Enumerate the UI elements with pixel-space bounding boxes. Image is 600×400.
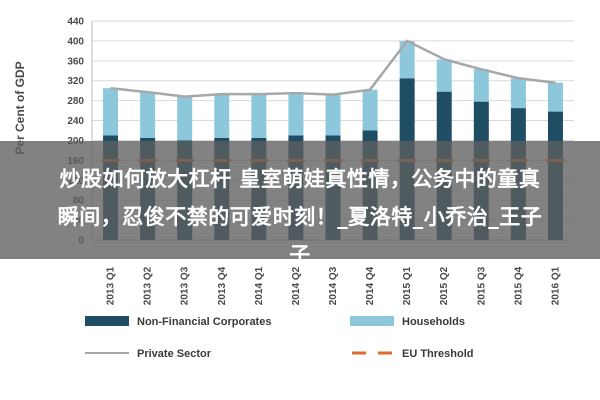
legend: Non-Financial Corporates Households Privat… (85, 316, 474, 360)
x-tick-label: 2013 Q3 (180, 266, 191, 305)
bar-households (473, 69, 489, 102)
x-tick-label: 2015 Q4 (513, 266, 524, 305)
caption-overlay (0, 141, 600, 259)
legend-swatch-corporates (85, 316, 129, 326)
x-tick-label: 2014 Q2 (291, 266, 302, 305)
bar-households (399, 40, 415, 79)
bar-households (547, 82, 563, 112)
legend-label: Non-Financial Corporates (137, 316, 271, 328)
bar-households (325, 94, 341, 136)
bar-households (140, 92, 156, 138)
caption-line-1: 炒股如何放大杠杆 皇室萌娃真性情，公务中的童真 (59, 167, 541, 191)
x-tick-label: 2013 Q1 (106, 266, 117, 305)
x-tick-label: 2013 Q4 (217, 266, 228, 305)
legend-label: Private Sector (137, 348, 212, 360)
legend-swatch-households (350, 316, 394, 326)
y-tick-label: 360 (67, 56, 84, 67)
bar-households (510, 78, 526, 109)
y-tick-label: 280 (67, 96, 84, 107)
x-tick-label: 2014 Q1 (254, 266, 265, 305)
y-tick-label: 400 (67, 36, 84, 47)
bar-households (103, 88, 119, 136)
overlay-caption: 炒股如何放大杠杆 皇室萌娃真性情，公务中的童真 瞬间，忍俊不禁的可爱时刻！_夏洛… (0, 160, 600, 274)
legend-label: Households (402, 316, 465, 328)
bar-households (251, 94, 267, 138)
bar-households (177, 96, 193, 141)
y-tick-label: 320 (67, 76, 84, 87)
x-tick-label: 2015 Q2 (439, 266, 450, 305)
y-tick-label: 440 (67, 17, 84, 28)
bar-households (362, 89, 378, 131)
caption-line-2: 瞬间，忍俊不禁的可爱时刻！_夏洛特_小乔治_王子 (57, 205, 543, 229)
bar-households (436, 59, 452, 92)
x-tick-label: 2016 Q1 (550, 266, 561, 305)
x-tick-label: 2014 Q3 (328, 266, 339, 305)
x-tick-label: 2015 Q1 (402, 266, 413, 305)
legend-label: EU Threshold (402, 348, 474, 360)
x-tick-label: 2015 Q3 (476, 266, 487, 305)
bar-households (288, 93, 304, 136)
x-tick-label: 2013 Q2 (143, 266, 154, 305)
y-axis-title: Per Cent of GDP (13, 61, 27, 154)
caption-line-3: 子 (289, 243, 311, 267)
bar-households (214, 94, 230, 138)
y-tick-label: 240 (67, 116, 84, 127)
x-tick-label: 2014 Q4 (365, 266, 376, 305)
private-sector-line (110, 39, 556, 98)
x-axis: 2013 Q1 2013 Q2 2013 Q3 2013 Q4 2014 Q1 2014 … (106, 266, 562, 305)
